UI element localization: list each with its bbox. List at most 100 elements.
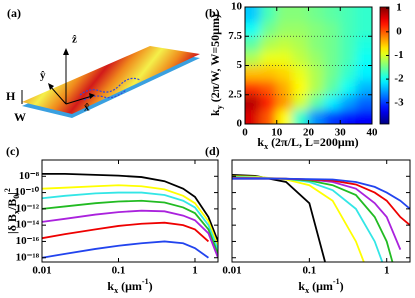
series-line (42, 191, 218, 250)
heatmap (245, 7, 372, 124)
heatmap-cells (245, 7, 372, 124)
heatmap-cell (292, 50, 309, 66)
plot-frame (231, 159, 411, 263)
series-line (42, 172, 218, 242)
series-line (42, 221, 210, 243)
w-label: W (14, 110, 26, 124)
x-tick-label: 1 (192, 265, 198, 277)
x-label: x̂ (84, 102, 90, 114)
colorbar-tick-label: -1 (394, 49, 403, 61)
heatmap-cell (308, 35, 325, 52)
axis-label-part: (2π/W, W=50μm) (208, 14, 222, 105)
y-label: ŷ (40, 70, 46, 82)
axis-label: |δ Bx/B0|2 (3, 188, 21, 234)
axis-label-part: -1 (142, 277, 149, 286)
heatmap-cell (276, 94, 294, 110)
y-arrow (49, 85, 67, 105)
heatmap-cell (355, 65, 372, 81)
heatmap-cell (292, 108, 309, 124)
heatmap-cell (276, 65, 294, 81)
x-tick-label: 10 (271, 127, 283, 139)
heatmap-cell (260, 94, 278, 110)
heatmap-cell (339, 7, 357, 23)
heatmap-cell (245, 79, 262, 96)
y-tick-label: 0 (237, 118, 243, 130)
panel-label: (b) (205, 6, 220, 20)
heatmap-cell (355, 35, 372, 52)
series-line (232, 173, 327, 262)
y-tick-label: 10⁻⁸ (19, 170, 40, 182)
axis-label-part: /B (5, 199, 19, 211)
axis-label: ky (2π/W, W=50μm) (208, 14, 225, 116)
axis-label-part: x (12, 210, 21, 214)
axis-label: kx (μm-1) (298, 277, 343, 295)
x-tick-label: 0.01 (222, 265, 241, 277)
axis-label-part: k (257, 135, 264, 149)
x-arrowhead (89, 93, 95, 99)
panel-a: (a) H W ẑ ŷ x̂ (6, 6, 200, 124)
series-line (42, 240, 209, 259)
heatmap-cell (276, 35, 294, 52)
heatmap-cell (260, 35, 278, 52)
axis-label-part: x (305, 286, 309, 295)
y-tick-label: 10⁻¹⁰ (14, 186, 39, 198)
heatmap-cell (245, 7, 262, 23)
series-line (42, 184, 218, 247)
heatmap-cell (323, 79, 341, 96)
colorbar-tick-label: -3 (394, 96, 404, 108)
heatmap-cell (276, 108, 294, 124)
series-line (42, 199, 218, 255)
heatmap-cell (339, 21, 357, 37)
heatmap-cell (245, 21, 262, 37)
heatmap-cell (339, 94, 357, 110)
y-tick-label: 5 (237, 59, 243, 71)
axis-label-part: 0 (12, 195, 21, 199)
heatmap-cell (292, 35, 309, 52)
heatmap-cell (260, 79, 278, 96)
lines (42, 172, 218, 259)
axis-label-part: y (215, 105, 224, 109)
heatmap-cell (245, 35, 262, 52)
heatmap-cell (339, 35, 357, 52)
heatmap-cell (260, 65, 278, 81)
heatmap-cell (245, 50, 262, 66)
x-tick-label: 1 (384, 265, 390, 277)
heatmap-cell (292, 94, 309, 110)
axis-label-part: (2π/L, L=200μm) (268, 135, 359, 149)
y-tick-label: 10 (231, 1, 243, 13)
axis-label-part: -1 (333, 277, 340, 286)
heatmap-cell (260, 108, 278, 124)
y-tick-label: 10⁻¹⁸ (16, 251, 40, 263)
heatmap-cell (276, 21, 294, 37)
heatmap-cell (308, 79, 325, 96)
axis-label-part: ) (340, 279, 344, 293)
colorbar-tick-label: -2 (394, 73, 404, 85)
z-arrowhead (63, 48, 69, 55)
heatmap-cell (355, 7, 372, 23)
y-arrowhead (48, 83, 54, 90)
heatmap-cell (355, 79, 372, 96)
panel-label: (c) (6, 144, 19, 158)
y-tick-label: 7.5 (228, 30, 242, 42)
x-tick-label: 40 (367, 127, 379, 139)
heatmap-cell (245, 94, 262, 110)
axis-label-part: (μm (309, 279, 333, 293)
heatmap-cell (308, 108, 325, 124)
axis-label-part: |δ B (5, 214, 19, 234)
heatmap-cell (245, 65, 262, 81)
axis-label-part: ) (149, 279, 153, 293)
axis-label: kx (μm-1) (107, 277, 152, 295)
axis-label-part: | (5, 192, 19, 195)
heatmap-cell (276, 79, 294, 96)
lines (232, 173, 410, 262)
series-line (42, 209, 218, 259)
x-tick-label: 30 (335, 127, 347, 139)
axis-label-part: k (208, 109, 222, 116)
series-line (232, 177, 410, 210)
heatmap-cell (276, 7, 294, 23)
heatmap-cell (292, 21, 309, 37)
x-tick-label: 0.1 (112, 265, 126, 277)
x-tick-label: 0.01 (32, 265, 51, 277)
heatmap-cell (308, 21, 325, 37)
